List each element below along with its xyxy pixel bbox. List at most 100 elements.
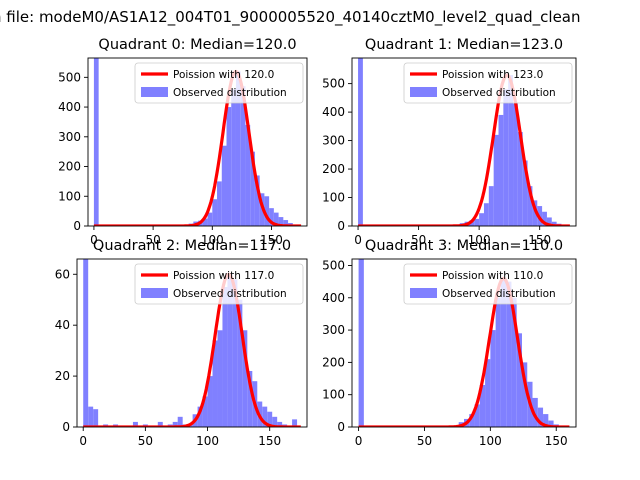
poisson-curve bbox=[82, 272, 302, 427]
histogram-bar bbox=[474, 404, 480, 427]
legend-swatch-observed bbox=[410, 87, 437, 97]
x-tick-label: 150 bbox=[260, 233, 283, 247]
panel-quadrant-1: Quadrant 1: Median=123.0 0 50 100 150 0 100 200… bbox=[322, 37, 577, 247]
y-tick-label: 500 bbox=[322, 258, 345, 272]
y-tick-label: 100 bbox=[58, 189, 81, 203]
histogram-bar bbox=[202, 218, 208, 226]
histogram-bar bbox=[498, 114, 504, 226]
histogram-bar bbox=[493, 134, 499, 226]
figure-title: n file: modeM0/AS1A12_004T01_9000005520_… bbox=[0, 8, 581, 27]
y-tick-label: 200 bbox=[322, 162, 345, 176]
histogram-bar bbox=[522, 160, 528, 226]
histogram-bars bbox=[358, 259, 570, 427]
histogram-bar bbox=[88, 406, 94, 427]
histogram-bar bbox=[273, 212, 279, 226]
x-tick-label: 100 bbox=[468, 233, 491, 247]
y-tick-label: 60 bbox=[55, 267, 70, 281]
x-tick-label: 50 bbox=[138, 434, 153, 448]
histogram-bar bbox=[242, 330, 248, 427]
histogram-bar bbox=[474, 218, 480, 226]
axes-frame bbox=[351, 258, 577, 428]
histogram-bar bbox=[278, 217, 284, 226]
histogram-bar bbox=[500, 278, 507, 427]
x-tick-label: 100 bbox=[201, 233, 224, 247]
poisson-curve bbox=[358, 276, 570, 427]
histogram-bar bbox=[232, 279, 238, 427]
histogram-bar bbox=[485, 359, 491, 427]
panel-quadrant-3: Quadrant 3: Median=110.0 0 50 100 150 0 100 200… bbox=[322, 238, 577, 448]
poisson-curve bbox=[357, 73, 571, 226]
histogram-bar bbox=[527, 186, 533, 226]
legend-box bbox=[403, 263, 573, 305]
histogram-bar bbox=[262, 406, 268, 427]
y-tick-label: 100 bbox=[322, 388, 345, 402]
histogram-bar bbox=[272, 416, 278, 427]
histogram-bar bbox=[508, 75, 514, 226]
histogram-bar bbox=[532, 397, 538, 427]
histogram-bar bbox=[212, 199, 218, 226]
y-tick-label: 40 bbox=[55, 318, 70, 332]
histogram-bar bbox=[517, 132, 523, 226]
histogram-bar bbox=[264, 196, 270, 226]
legend-box bbox=[134, 62, 304, 104]
histogram-bar bbox=[358, 259, 364, 427]
y-tick-label: 0 bbox=[337, 219, 345, 233]
histogram-bar bbox=[227, 274, 233, 427]
legend-label-poisson: Poission with 110.0 bbox=[442, 270, 543, 282]
axes-frame bbox=[87, 57, 308, 227]
x-tick-label: 150 bbox=[528, 233, 551, 247]
legend-label-poisson: Poission with 120.0 bbox=[173, 69, 274, 81]
histogram-bar bbox=[221, 145, 227, 226]
y-tick-label: 300 bbox=[322, 134, 345, 148]
panel-title: Quadrant 3: Median=110.0 bbox=[365, 238, 563, 254]
histogram-bar bbox=[202, 396, 208, 427]
histogram-bar bbox=[292, 419, 298, 427]
histogram-bar bbox=[479, 213, 484, 226]
histogram-bar bbox=[212, 340, 218, 427]
legend-swatch-observed bbox=[141, 87, 168, 97]
histogram-bar bbox=[283, 220, 289, 226]
legend-box bbox=[403, 62, 573, 104]
histogram-bar bbox=[157, 421, 163, 427]
histogram-bar bbox=[250, 151, 255, 226]
histogram-bars bbox=[357, 58, 571, 226]
histogram-bar bbox=[132, 421, 138, 427]
histogram-bar bbox=[217, 181, 222, 226]
histogram-bar bbox=[546, 217, 552, 226]
y-tick-label: 400 bbox=[322, 105, 345, 119]
axes-frame bbox=[351, 57, 577, 227]
histogram-bar bbox=[503, 89, 509, 226]
histogram-bar bbox=[516, 333, 522, 427]
legend-label-observed: Observed distribution bbox=[173, 87, 287, 99]
legend-label-poisson: Poission with 117.0 bbox=[173, 270, 274, 282]
y-tick-label: 400 bbox=[58, 100, 81, 114]
histogram-bar bbox=[532, 200, 538, 226]
histogram-bar bbox=[506, 281, 512, 427]
panel-title: Quadrant 1: Median=123.0 bbox=[365, 37, 563, 53]
x-tick-label: 50 bbox=[411, 233, 426, 247]
x-tick-label: 0 bbox=[355, 434, 363, 448]
histogram-bar bbox=[488, 186, 494, 226]
histogram-bar bbox=[479, 385, 486, 427]
y-tick-label: 100 bbox=[322, 191, 345, 205]
panel-quadrant-0: Quadrant 0: Median=120.0 0 50 100 150 0 100 200… bbox=[58, 37, 308, 247]
histogram-bar bbox=[217, 330, 223, 427]
histogram-bar bbox=[490, 330, 496, 427]
y-tick-label: 300 bbox=[58, 130, 81, 144]
x-tick-label: 100 bbox=[196, 434, 219, 448]
histogram-bar bbox=[231, 89, 236, 226]
histogram-bar bbox=[235, 71, 241, 226]
x-tick-label: 50 bbox=[145, 233, 160, 247]
y-tick-label: 0 bbox=[62, 420, 70, 434]
histogram-bar bbox=[247, 371, 253, 427]
legend-box bbox=[134, 263, 304, 305]
histogram-bar bbox=[207, 376, 213, 427]
histogram-bars bbox=[93, 58, 302, 226]
histogram-bar bbox=[93, 409, 99, 427]
histogram-bar bbox=[197, 406, 203, 427]
legend: Poission with 110.0 Observed distribution bbox=[403, 263, 573, 305]
y-tick-label: 500 bbox=[58, 70, 81, 84]
histogram-bar bbox=[240, 86, 246, 226]
legend-label-poisson: Poission with 123.0 bbox=[442, 69, 543, 81]
poisson-curve bbox=[93, 69, 302, 226]
